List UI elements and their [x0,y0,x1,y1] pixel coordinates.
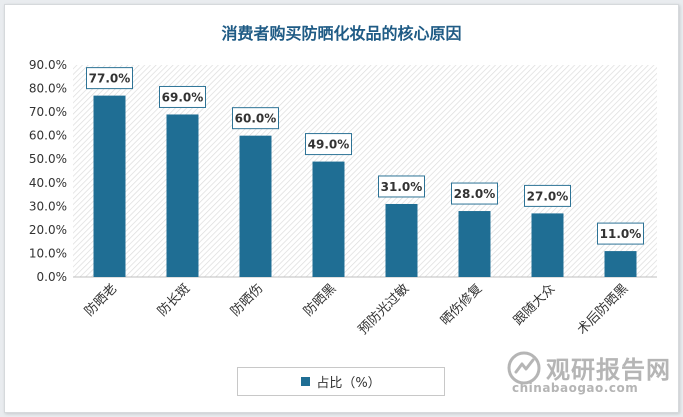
data-label-box [232,107,279,130]
watermark-name: 观研报告网 [546,356,671,384]
y-tick-label: 20.0% [29,223,67,237]
bar [385,203,418,277]
y-tick-label: 0.0% [37,270,68,284]
data-label: 27.0% [524,184,571,207]
data-label: 49.0% [305,133,352,156]
y-tick-label: 10.0% [29,246,67,260]
y-tick-label: 50.0% [29,152,67,166]
data-label: 60.0% [232,107,279,130]
data-label-text: 69.0% [162,90,204,104]
y-tick-label: 70.0% [29,105,67,119]
y-tick-label: 80.0% [29,82,67,96]
data-label: 77.0% [86,67,133,90]
data-label-text: 77.0% [89,72,131,86]
y-tick-label: 60.0% [29,129,67,143]
bar [531,213,564,277]
bar [604,251,637,277]
data-label: 69.0% [159,85,206,108]
data-label-text: 31.0% [381,180,423,194]
watermark-logo-icon [507,351,541,385]
data-label-box [305,133,352,156]
x-tick-label: 防晒黑 [300,281,339,320]
data-label-box [597,222,644,245]
bar [458,211,491,277]
x-tick-label: 防晒伤 [227,281,266,320]
bar [166,114,199,277]
y-tick-label: 40.0% [29,176,67,190]
data-label: 28.0% [451,182,498,205]
x-tick-label: 术后防晒黑 [574,281,631,338]
watermark-url: chinabaogao.com [512,381,639,395]
bar [93,95,126,277]
bar [239,135,272,277]
data-label: 31.0% [378,175,425,198]
data-label-box [451,182,498,205]
bar [312,161,345,277]
legend: 占比（%） [237,367,445,396]
data-label-box [378,175,425,198]
x-tick-label: 防晒老 [81,281,120,320]
x-tick-label: 预防光过敏 [355,281,412,338]
data-label-box [86,67,133,90]
x-tick-label: 晒伤修复 [438,281,485,328]
chart-title: 消费者购买防晒化妆品的核心原因 [221,24,462,43]
x-tick-label: 防长斑 [154,281,193,320]
data-label-text: 28.0% [454,187,496,201]
data-label-text: 49.0% [308,138,350,152]
data-label-text: 60.0% [235,112,277,126]
legend-swatch [301,377,311,386]
y-tick-label: 90.0% [29,58,67,72]
legend-label: 占比（%） [316,376,381,391]
data-label-text: 11.0% [600,227,642,241]
data-label-text: 27.0% [527,189,569,203]
x-tick-label: 跟随大众 [511,281,558,328]
data-label-box [159,85,206,108]
data-label-box [524,184,571,207]
y-tick-label: 30.0% [29,199,67,213]
data-label: 11.0% [597,222,644,245]
watermark: 观研报告网 chinabaogao.com [506,350,676,400]
